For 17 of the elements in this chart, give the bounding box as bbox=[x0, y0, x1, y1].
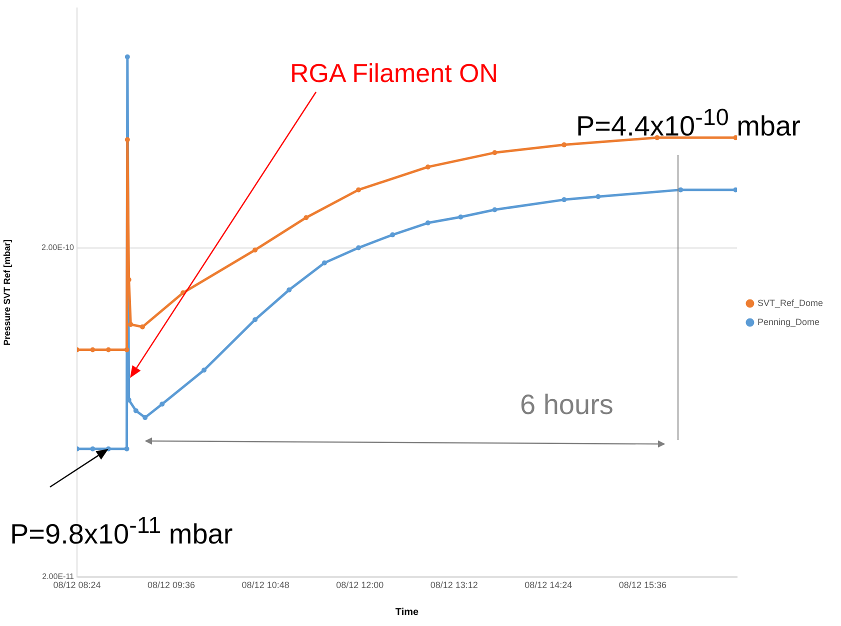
annotation: 6 hours bbox=[520, 388, 614, 422]
x-tick-label: 08/12 10:48 bbox=[242, 580, 290, 590]
y-tick-label: 2.00E-10 bbox=[42, 242, 75, 252]
legend-label: SVT_Ref_Dome bbox=[757, 298, 824, 308]
annotation: P=4.4x10$^{-10}$ mbar bbox=[576, 104, 800, 143]
x-tick-label: 08/12 15:36 bbox=[618, 580, 666, 590]
x-tick-label: 08/12 09:36 bbox=[148, 580, 196, 590]
y-tick-label: 2.00E-11 bbox=[42, 572, 75, 582]
annotation: P=9.8x10$^{-11}$ mbar bbox=[10, 512, 233, 551]
y-axis-title: Pressure SVT Ref [mbar] bbox=[2, 239, 12, 346]
legend-label: Penning_Dome bbox=[757, 316, 820, 327]
x-tick-label: 08/12 14:24 bbox=[524, 580, 572, 590]
annotation: RGA Filament ON bbox=[290, 58, 498, 90]
x-tick-label: 08/12 12:00 bbox=[336, 580, 384, 590]
x-tick-label: 08/12 08:24 bbox=[53, 580, 101, 590]
x-axis-title: Time bbox=[395, 606, 419, 618]
x-tick-label: 08/12 13:12 bbox=[430, 580, 478, 590]
